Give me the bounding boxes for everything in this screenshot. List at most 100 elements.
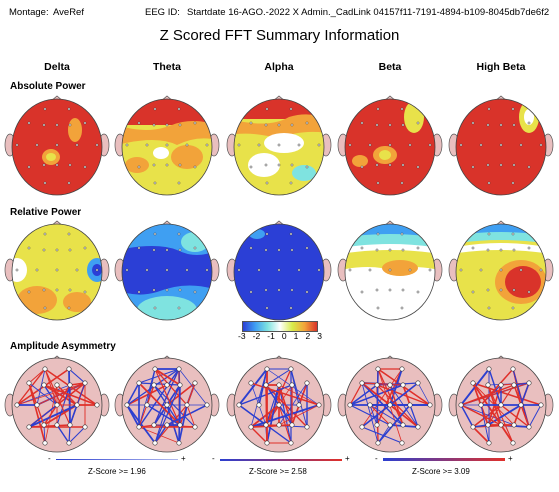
connection-line: [349, 382, 363, 406]
electrode-dot: [75, 143, 79, 147]
electrode-dot: [519, 143, 523, 147]
electrode-dot: [401, 163, 405, 167]
electrode-dot: [257, 268, 261, 272]
electrode-dot: [317, 143, 321, 147]
electrode-dot: [165, 268, 169, 272]
connection-line: [472, 382, 542, 406]
connection-line: [138, 368, 180, 384]
connection-line: [36, 368, 46, 406]
zscale-line: [220, 459, 342, 461]
electrode-dot: [43, 181, 47, 185]
electrode-dot: [368, 268, 372, 272]
electrode-dot: [145, 143, 149, 147]
electrode-dot: [498, 422, 504, 428]
electrode-dot: [499, 123, 503, 127]
electrode-dot: [471, 121, 475, 125]
connection-line: [69, 382, 86, 386]
connection-line: [500, 404, 530, 428]
connection-line: [513, 404, 522, 426]
electrode-dot: [276, 402, 282, 408]
electrode-dot: [290, 248, 294, 252]
electrode-dot: [388, 268, 392, 272]
electrode-dot: [193, 290, 197, 294]
electrode-dot: [249, 246, 253, 250]
electrode-dot: [512, 123, 516, 127]
electrode-dot: [415, 424, 421, 430]
electrode-dot: [374, 382, 380, 388]
electrode-dot: [360, 246, 364, 250]
band-label-delta: Delta: [44, 61, 70, 73]
connection-line: [377, 368, 404, 426]
electrode-dot: [237, 268, 241, 272]
electrode-dot: [458, 402, 464, 408]
electrode-dot: [297, 143, 301, 147]
electrode-dot: [263, 422, 269, 428]
electrode-dot: [66, 440, 72, 446]
connection-line: [138, 368, 180, 428]
electrode-dot: [257, 143, 261, 147]
electrode-dot: [55, 268, 59, 272]
electrode-dot: [538, 402, 544, 408]
electrode-dot: [54, 382, 60, 388]
electrode-dot: [263, 382, 269, 388]
electrode-dot: [388, 163, 392, 167]
electrode-dot: [185, 143, 189, 147]
electrode-dot: [164, 382, 170, 388]
electrode-dot: [75, 268, 79, 272]
connection-line: [68, 368, 86, 384]
connection-line: [154, 384, 181, 444]
connection-line: [68, 424, 71, 444]
electrode-dot: [256, 402, 262, 408]
connection-line: [369, 404, 378, 426]
electrode-dot: [54, 422, 60, 428]
electrode-dot: [479, 143, 483, 147]
topomap-relative-theta: [114, 220, 220, 321]
electrode-dot: [249, 121, 253, 125]
electrode-dot: [177, 181, 181, 185]
electrode-dot: [74, 402, 80, 408]
electrode-dot: [153, 306, 157, 310]
electrode-dot: [487, 232, 491, 236]
electrode-dot: [43, 232, 47, 236]
electrode-dot: [512, 288, 516, 292]
zscale-plus: +: [345, 454, 350, 463]
electrode-dot: [375, 248, 379, 252]
electrode-dot: [265, 306, 269, 310]
electrode-dot: [499, 268, 503, 272]
electrode-dot: [264, 248, 268, 252]
electrode-dot: [152, 163, 156, 167]
electrode-dot: [95, 268, 99, 272]
electrode-dot: [367, 402, 373, 408]
electrode-dot: [177, 232, 181, 236]
electrode-dot: [399, 440, 405, 446]
electrode-dot: [499, 143, 503, 147]
electrode-dot: [67, 382, 73, 388]
electrode-dot: [388, 288, 392, 292]
connection-line: [250, 426, 268, 444]
colorbar-ticks: -3 -2 -1 0 1 2 3: [238, 331, 322, 341]
electrode-dot: [374, 422, 380, 428]
electrode-dot: [470, 424, 476, 430]
electrode-dot: [153, 107, 157, 111]
zscale-minus: -: [212, 454, 215, 463]
electrode-dot: [192, 380, 198, 386]
electrode-dot: [248, 380, 254, 386]
electrode-dot: [26, 424, 32, 430]
topomap-relative-alpha: [226, 220, 332, 321]
electrode-dot: [42, 123, 46, 127]
connection-line: [138, 368, 156, 428]
connection-line: [178, 384, 181, 444]
electrode-dot: [192, 424, 198, 430]
electrode-dot: [304, 380, 310, 386]
electrode-dot: [399, 366, 405, 372]
connection-line: [126, 384, 168, 406]
electrode-dot: [178, 163, 182, 167]
electrode-dot: [485, 422, 491, 428]
electrode-dot: [43, 107, 47, 111]
electrode-dot: [387, 422, 393, 428]
electrode-dot: [348, 143, 352, 147]
electrode-dot: [376, 181, 380, 185]
connection-line: [460, 404, 515, 426]
connection-line: [472, 382, 514, 444]
electrode-dot: [512, 248, 516, 252]
